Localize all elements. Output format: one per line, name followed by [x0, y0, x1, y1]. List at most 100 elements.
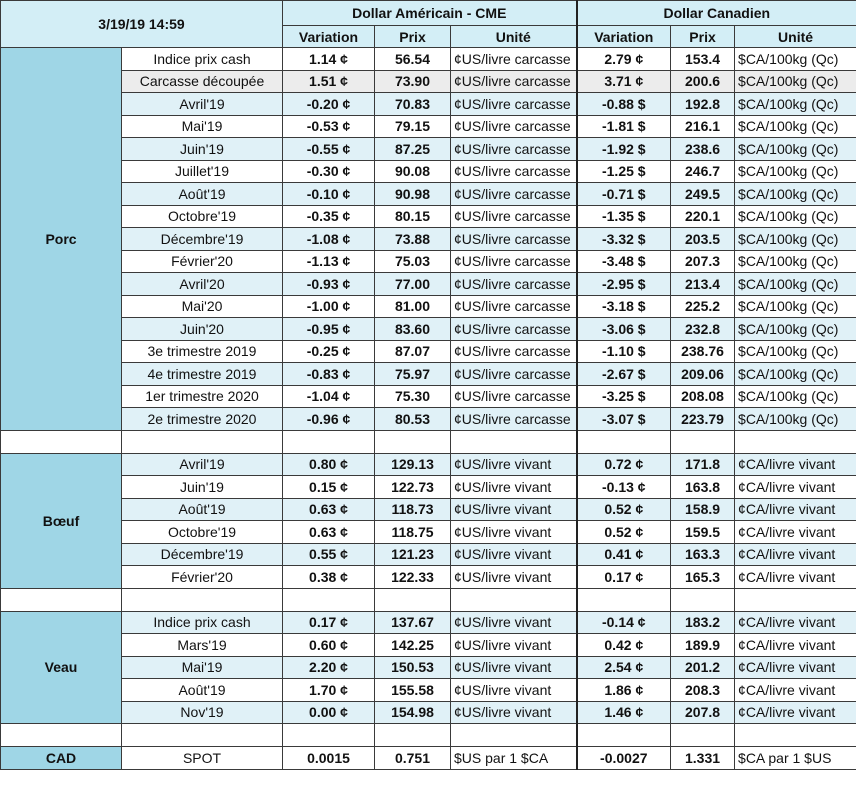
usd-unit: ¢US/livre carcasse	[449, 114, 578, 138]
cad-variation-header: Variation	[575, 25, 672, 48]
row-label: Octobre'19	[121, 520, 283, 544]
cad-unit: $CA/100kg (Qc)	[734, 407, 856, 431]
group-label-cad: CAD	[0, 746, 122, 770]
cad-price: 165.3	[670, 565, 736, 589]
cad-unit: ¢CA/livre vivant	[734, 700, 856, 724]
usd-variation: -0.96 ¢	[282, 407, 375, 431]
spacer-cell	[282, 587, 375, 612]
header-row-2: Variation Prix Unité Variation Prix Unit…	[1, 25, 856, 48]
usd-unit: ¢US/livre carcasse	[449, 272, 578, 296]
usd-variation: 0.15 ¢	[282, 475, 375, 499]
spacer-cell	[734, 587, 856, 612]
usd-price: 118.75	[374, 520, 451, 544]
row-label: Juin'19	[121, 137, 283, 161]
cad-price: 163.8	[670, 475, 736, 499]
usd-variation: 0.17 ¢	[282, 610, 375, 634]
usd-unit: ¢US/livre carcasse	[449, 339, 578, 363]
usd-unit: ¢US/livre carcasse	[449, 182, 578, 206]
cad-unit: $CA/100kg (Qc)	[734, 384, 856, 408]
usd-unit: ¢US/livre vivant	[449, 542, 578, 566]
cad-price: 208.3	[670, 678, 736, 702]
usd-variation: -1.00 ¢	[282, 294, 375, 318]
usd-unit: ¢US/livre vivant	[449, 610, 578, 634]
spacer-cell	[374, 723, 451, 747]
usd-price: 150.53	[374, 655, 451, 679]
spacer-cell	[449, 723, 578, 747]
row-label: Octobre'19	[121, 204, 283, 228]
spacer-cell	[282, 723, 375, 747]
cad-variation: -0.14 ¢	[575, 610, 672, 634]
cad-price: 158.9	[670, 497, 736, 521]
cad-unit: ¢CA/livre vivant	[734, 633, 856, 657]
usd-variation: 0.60 ¢	[282, 633, 375, 657]
cad-variation: -1.25 $	[575, 159, 672, 183]
table-row: Nov'19 0.00 ¢ 154.98 ¢US/livre vivant 1.46 ¢…	[1, 700, 856, 724]
table-row: 4e trimestre 2019 -0.83 ¢ 75.97 ¢US/livre c…	[1, 362, 856, 386]
spacer-cell	[449, 587, 578, 612]
row-label: Juin'20	[121, 317, 283, 341]
usd-unit: ¢US/livre vivant	[449, 700, 578, 724]
usd-unit: ¢US/livre carcasse	[449, 47, 578, 71]
usd-unit: ¢US/livre vivant	[449, 655, 578, 679]
table-row: Avril'20 -0.93 ¢ 77.00 ¢US/livre carcasse -2…	[1, 272, 856, 296]
cad-unit: $CA/100kg (Qc)	[734, 137, 856, 161]
cad-unit: $CA/100kg (Qc)	[734, 249, 856, 273]
row-label: Février'20	[121, 249, 283, 273]
usd-unit: ¢US/livre carcasse	[449, 294, 578, 318]
cad-section-title: Dollar Canadien	[575, 0, 856, 26]
usd-unit: ¢US/livre carcasse	[449, 92, 578, 116]
cad-price: 216.1	[670, 114, 736, 138]
table-row: Février'20 0.38 ¢ 122.33 ¢US/livre vivant 0.…	[1, 565, 856, 589]
cad-price: 189.9	[670, 633, 736, 657]
usd-section-title: Dollar Américain - CME	[281, 0, 578, 26]
row-label: SPOT	[121, 746, 283, 770]
usd-unit: ¢US/livre carcasse	[449, 159, 578, 183]
usd-price: 118.73	[374, 497, 451, 521]
usd-variation: 1.51 ¢	[282, 69, 375, 93]
row-label: Avril'20	[121, 272, 283, 296]
row-label: Juin'19	[121, 475, 283, 499]
table-row: CAD SPOT 0.0015 0.751 $US par 1 $CA -0.0027 1.…	[0, 746, 856, 770]
cad-variation: -3.25 $	[575, 384, 672, 408]
usd-price-header: Prix	[374, 25, 451, 48]
usd-price: 56.54	[374, 47, 451, 71]
usd-variation-header: Variation	[282, 25, 375, 48]
usd-variation: -0.53 ¢	[282, 114, 375, 138]
usd-price: 79.15	[374, 114, 451, 138]
cad-price: 249.5	[670, 182, 736, 206]
cad-price: 238.76	[670, 339, 736, 363]
cad-unit: ¢CA/livre vivant	[734, 610, 856, 634]
row-label: Février'20	[121, 565, 283, 589]
cad-variation: 0.41 ¢	[575, 542, 672, 566]
usd-price: 121.23	[374, 542, 451, 566]
table-row: Mai'19 2.20 ¢ 150.53 ¢US/livre vivant 2.54 ¢…	[1, 655, 856, 679]
usd-unit: ¢US/livre carcasse	[449, 384, 578, 408]
usd-unit: ¢US/livre carcasse	[449, 137, 578, 161]
cad-unit: ¢CA/livre vivant	[734, 452, 856, 476]
row-label: Décembre'19	[121, 227, 283, 251]
usd-unit: ¢US/livre vivant	[449, 497, 578, 521]
cad-unit-header: Unité	[734, 25, 856, 48]
usd-price: 90.08	[374, 159, 451, 183]
cad-unit: $CA/100kg (Qc)	[734, 182, 856, 206]
usd-unit: ¢US/livre carcasse	[449, 69, 578, 93]
table-row: Juin'19 -0.55 ¢ 87.25 ¢US/livre carcasse -1.…	[1, 137, 856, 161]
cad-price: 225.2	[670, 294, 736, 318]
table-row: Août'19 -0.10 ¢ 90.98 ¢US/livre carcasse -0.…	[1, 182, 856, 206]
spacer-cell	[575, 587, 672, 612]
usd-unit: ¢US/livre vivant	[449, 475, 578, 499]
cad-unit: $CA/100kg (Qc)	[734, 294, 856, 318]
cad-unit: $CA/100kg (Qc)	[734, 339, 856, 363]
cad-price: 238.6	[670, 137, 736, 161]
usd-price: 75.03	[374, 249, 451, 273]
table-row: 1er trimestre 2020 -1.04 ¢ 75.30 ¢US/livre …	[1, 384, 856, 408]
cad-unit: $CA par 1 $US	[734, 746, 856, 770]
usd-price: 75.97	[374, 362, 451, 386]
cad-variation: 0.42 ¢	[575, 633, 672, 657]
usd-unit: ¢US/livre carcasse	[449, 249, 578, 273]
usd-variation: -1.08 ¢	[282, 227, 375, 251]
cad-unit: $CA/100kg (Qc)	[734, 92, 856, 116]
usd-unit: ¢US/livre carcasse	[449, 227, 578, 251]
cad-price-header: Prix	[670, 25, 736, 48]
table-row: Octobre'19 0.63 ¢ 118.75 ¢US/livre vivant 0.…	[1, 520, 856, 544]
